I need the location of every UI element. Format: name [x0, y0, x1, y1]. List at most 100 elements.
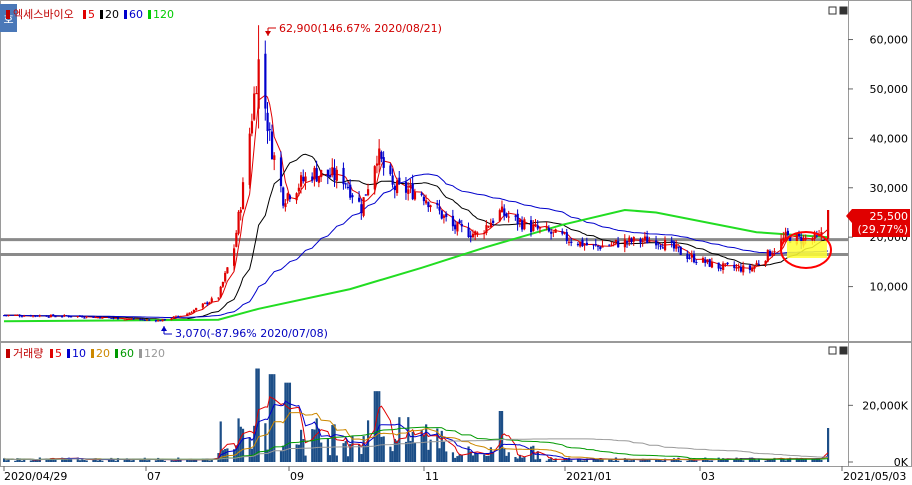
candle-body — [630, 238, 633, 243]
volume-bar — [737, 459, 740, 462]
volume-bar — [657, 459, 660, 462]
volume-bar — [764, 460, 767, 462]
volume-bar — [672, 458, 676, 462]
candle-body — [742, 265, 745, 273]
volume-bar — [239, 426, 242, 462]
candle-body — [49, 314, 53, 318]
candle-body — [14, 315, 17, 317]
low-annotation-label: 3,070(-87.96% 2020/07/08) — [175, 327, 328, 340]
candle-body — [628, 237, 631, 242]
candle-body — [331, 167, 334, 176]
volume-bar — [690, 460, 693, 462]
volume-bar — [552, 460, 555, 462]
volume-bar — [36, 459, 39, 462]
volume-bar — [445, 451, 448, 462]
volume-bar — [362, 436, 365, 462]
candle-body — [771, 253, 774, 255]
restore-button[interactable] — [828, 6, 837, 15]
volume-bar — [492, 451, 495, 462]
volume-bar — [331, 425, 334, 462]
candle-body — [219, 286, 222, 298]
price-panel-window-buttons — [828, 6, 848, 15]
volume-bar — [311, 429, 314, 462]
volume-bar — [592, 458, 595, 462]
candle-body — [719, 267, 723, 269]
candle-body — [554, 229, 557, 233]
candle-body — [16, 315, 19, 317]
volume-bar — [297, 444, 300, 462]
volume-bar — [248, 437, 251, 462]
candle-body — [366, 189, 370, 196]
date-label: 2021/01 — [566, 470, 612, 481]
candle-body — [552, 231, 555, 233]
legend-swatch — [91, 349, 94, 358]
volume-bar — [161, 459, 164, 462]
candle-body — [206, 302, 209, 305]
volume-bar — [639, 460, 642, 462]
candle-body — [257, 59, 260, 109]
candle-body — [492, 220, 495, 223]
candle-body — [751, 267, 754, 272]
volume-bar — [585, 458, 589, 462]
candle-body — [451, 215, 455, 227]
candle-body — [302, 176, 305, 182]
maximize-button[interactable] — [839, 346, 848, 355]
volume-bar — [18, 458, 21, 462]
legend-swatch — [139, 349, 142, 358]
volume-bar — [282, 445, 285, 462]
candle-body — [563, 232, 566, 234]
volume-bar — [722, 458, 725, 462]
volume-bar — [476, 453, 479, 462]
candle-body — [561, 231, 564, 234]
volume-bar — [333, 424, 336, 462]
legend-item-120: 120 — [153, 8, 174, 21]
legend-item-20: 20 — [96, 347, 110, 360]
candle-body — [311, 176, 314, 181]
candle-body — [375, 163, 379, 166]
volume-bar — [52, 458, 55, 462]
volume-bar — [92, 458, 95, 462]
volume-bar — [145, 460, 149, 462]
candle-body — [596, 245, 600, 247]
candle-body — [429, 205, 432, 208]
price-tick-label: 30,000 — [870, 182, 909, 195]
candle-body — [18, 315, 21, 317]
candle-body — [811, 239, 814, 241]
volume-bar — [768, 458, 772, 462]
volume-bar — [440, 430, 443, 462]
candle-body — [724, 263, 727, 265]
volume-bar — [237, 418, 240, 462]
volume-moving-averages — [3, 396, 829, 461]
volume-bar — [583, 460, 586, 462]
volume-bar — [393, 438, 396, 462]
volume-bar — [474, 452, 477, 462]
date-label: 2020/04/29 — [4, 470, 67, 481]
candle-body — [132, 318, 135, 320]
candle-body — [270, 131, 274, 160]
volume-bar — [210, 459, 213, 462]
volume-bar — [253, 425, 256, 462]
candle-body — [445, 213, 448, 217]
candle-body — [547, 227, 551, 232]
volume-bar — [3, 458, 6, 462]
volume-bar — [375, 391, 379, 462]
volume-bar — [748, 457, 752, 462]
candle-body — [362, 197, 365, 216]
high-annotation: 62,900(146.67% 2020/08/21) — [265, 22, 442, 36]
volume-bar — [641, 458, 644, 462]
maximize-button[interactable] — [839, 6, 848, 15]
candle-body — [710, 261, 714, 268]
restore-button[interactable] — [828, 346, 837, 355]
candle-body — [23, 315, 26, 317]
volume-bar — [655, 459, 658, 462]
volume-bar — [391, 451, 394, 462]
volume-bar — [63, 459, 66, 462]
price-panel-border — [0, 0, 912, 342]
volume-bar — [148, 459, 151, 462]
candle-body — [690, 254, 693, 258]
candle-body — [643, 236, 647, 240]
candle-body — [139, 319, 142, 321]
legend-item-60: 60 — [120, 347, 134, 360]
candle-body — [297, 187, 300, 192]
last-price-change: (29.77%) — [857, 223, 908, 236]
